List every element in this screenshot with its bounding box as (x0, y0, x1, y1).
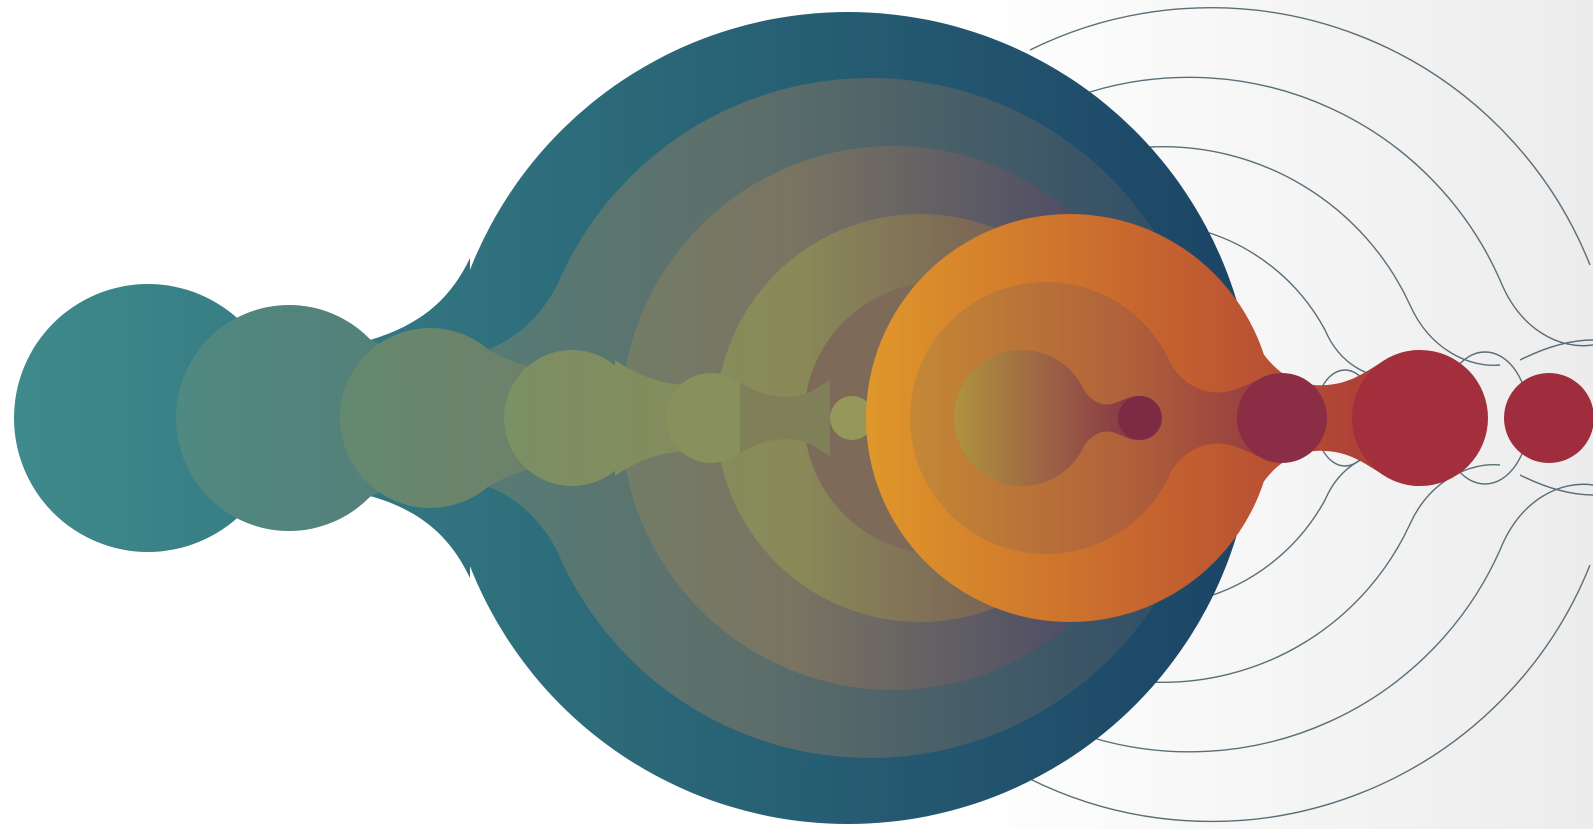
orange-chain-3 (954, 350, 1162, 486)
trailing-dots (1504, 373, 1593, 463)
teal-chain-6 (830, 396, 874, 440)
